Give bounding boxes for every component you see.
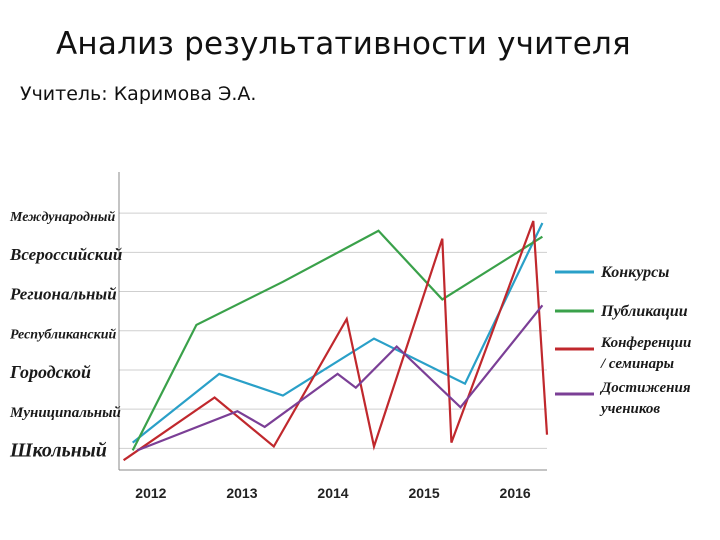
x-tick-label: 2012 [135,485,166,501]
legend-label: Публикации [600,303,688,320]
legend: Конкурсы Публикации Конференции / семинары Д… [555,264,691,417]
y-tick-label: Международный [9,210,115,225]
page-title: Анализ результативности учителя [56,26,631,62]
series-line [132,222,544,444]
y-tick-label: Школьный [9,439,107,461]
x-tick-label: 2014 [317,485,348,501]
legend-label: учеников [599,401,660,417]
chart-grid [119,212,547,449]
series-line [122,220,549,462]
y-tick-label: Региональный [9,284,117,303]
y-axis-labels: Школьный Муниципальный Городской Республика… [9,210,122,461]
x-axis-labels: 2012 2013 2014 2015 2016 [135,485,531,501]
y-tick-label: Муниципальный [9,405,121,421]
legend-label: / семинары [600,356,674,372]
legend-label: Достижения [599,380,691,396]
x-tick-label: 2013 [226,485,257,501]
y-tick-label: Республиканский [10,328,117,343]
x-tick-label: 2016 [500,485,531,501]
series-line [136,304,544,452]
y-tick-label: Городской [9,362,91,382]
y-tick-label: Всероссийский [9,245,122,264]
x-tick-label: 2015 [408,485,439,501]
series-line [131,229,543,451]
legend-label: Конференции [600,335,691,351]
teacher-name: Учитель: Каримова Э.А. [20,83,257,105]
legend-label: Конкурсы [600,264,669,281]
series-lines [122,220,549,462]
